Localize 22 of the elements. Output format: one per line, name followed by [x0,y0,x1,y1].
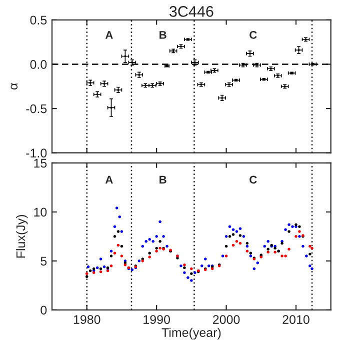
x-tick-label: 1990 [144,315,170,324]
x-tick-label: 2000 [213,315,240,324]
y-tick-label: 0 [40,306,47,315]
y-tick-label: 10 [34,208,47,217]
annotation: A [105,176,113,184]
y-axis-title: Flux(Jy) [16,215,28,258]
x-tick-label: 2010 [282,315,310,324]
y-tick-label: 5 [40,256,47,266]
annotation: A [105,31,113,39]
annotation: C [250,176,257,184]
y-axis-title: α [10,83,18,90]
y-tick-label: 0.0 [30,60,47,69]
x-tick-label: 1980 [74,315,100,324]
chart-title: 3C446 [170,6,214,17]
annotation: C [250,30,257,39]
y-tick-label: -0.5 [26,104,47,114]
x-axis-title: Time(year) [162,328,221,340]
annotation: B [160,31,166,39]
annotation: B [160,176,166,184]
y-tick-label: 15 [34,158,47,168]
y-tick-label: 0.5 [30,16,47,25]
y-tick-label: -1.0 [26,148,47,158]
